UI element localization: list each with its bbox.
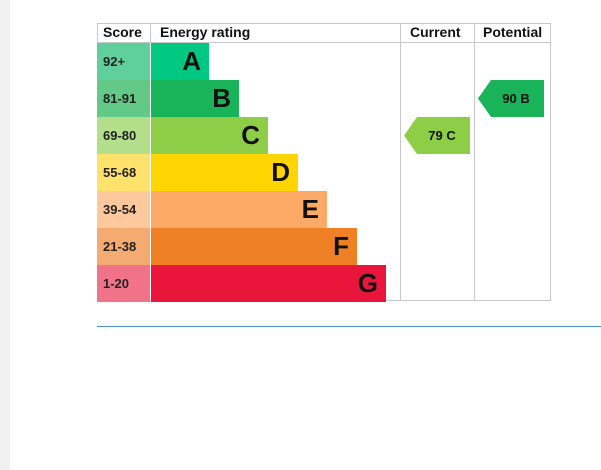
rating-bar-e: E [151,191,327,228]
potential-rating-arrow: 90 B [478,80,544,117]
rating-bar-b: B [151,80,239,117]
rating-bar-d: D [151,154,298,191]
rating-bar-f: F [151,228,357,265]
header-divider [97,42,551,43]
rating-letter-f: F [333,231,349,261]
rating-bar-g: G [151,265,386,302]
rating-letter-c: C [241,120,260,150]
table-top-border [97,23,551,24]
rating-letter-b: B [212,83,231,113]
score-cell-e: 39-54 [97,191,150,228]
potential-column-divider [474,23,475,301]
current-column-divider [400,23,401,301]
rating-letter-e: E [301,194,319,224]
score-cell-b: 81-91 [97,80,150,117]
potential-column-header: Potential [483,24,543,40]
score-cell-c: 69-80 [97,117,150,154]
section-divider-line [97,326,601,327]
rating-letter-g: G [357,268,378,298]
score-column-header: Score [103,24,142,40]
energy-rating-column-header: Energy rating [160,24,251,40]
current-column-header: Current [410,24,461,40]
score-cell-f: 21-38 [97,228,150,265]
current-rating-arrow: 79 C [404,117,470,154]
energy-rating-table: Score Energy rating Current Potential 92… [97,23,551,302]
rating-letter-d: D [271,157,290,187]
rating-bar-a: A [151,43,209,80]
score-column-divider [150,23,151,43]
score-cell-a: 92+ [97,43,150,80]
table-right-border [550,23,551,301]
score-cell-d: 55-68 [97,154,150,191]
rating-bar-c: C [151,117,268,154]
score-cell-g: 1-20 [97,265,150,302]
rating-letter-a: A [182,46,201,76]
